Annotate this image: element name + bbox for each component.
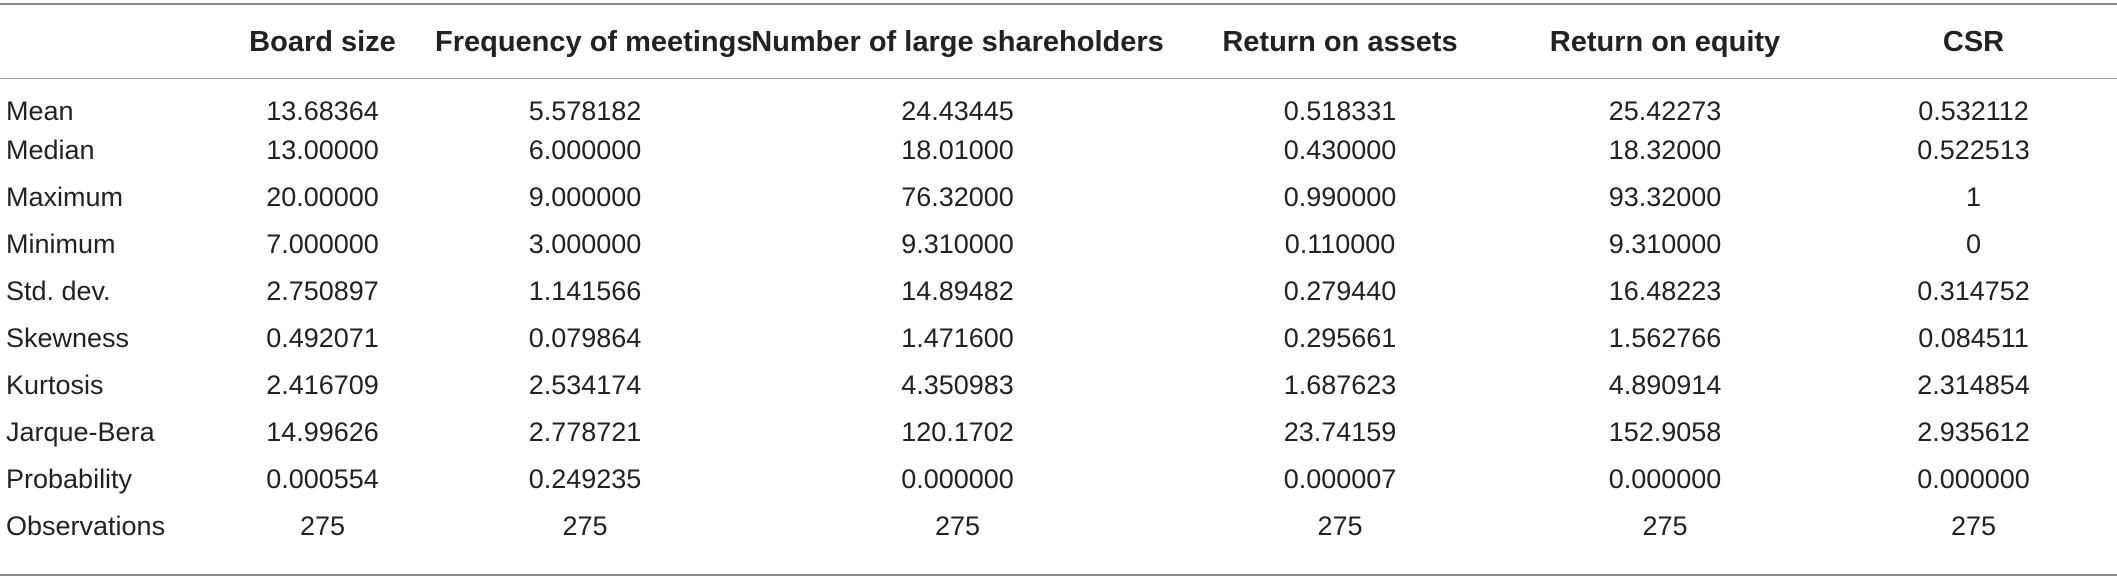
descriptive-statistics-table: Board size Frequency of meetings Number … [0,0,2117,550]
table-cell: 1.562766 [1608,323,1722,353]
table-cell: 20.00000 [266,182,379,212]
table-cell: 93.32000 [1608,182,1722,212]
table-cell: 3.000000 [528,229,642,259]
header-cell-corner [0,0,210,76]
table-row: Std. dev. 2.750897 1.141566 14.89482 0.2… [0,268,2117,315]
table-cell: 0.532112 [1918,96,2029,126]
row-label: Maximum [6,182,124,212]
table-cell: 13.68364 [266,96,379,126]
table-cell: 1.687623 [1283,370,1397,400]
row-label: Probability [6,464,133,494]
table-cell: 76.32000 [901,182,1014,212]
table-top-rule [0,3,2117,5]
table-cell: 120.1702 [901,417,1014,447]
table-body: Mean 13.68364 5.578182 24.43445 0.518331… [0,76,2117,550]
table-cell: 275 [1317,511,1363,541]
table-cell: 275 [1950,511,1997,541]
table-cell: 0.249235 [528,464,642,494]
table-cell: 2.314854 [1917,370,2030,400]
table-cell: 2.534174 [528,370,642,400]
header-cell-board-size: Board size [249,25,396,58]
table-cell: 1 [1965,182,1982,212]
table-cell: 14.99626 [266,417,379,447]
header-cell-csr: CSR [1942,25,2005,58]
table-row: Kurtosis 2.416709 2.534174 4.350983 1.68… [0,362,2117,409]
table-cell: 152.9058 [1608,417,1722,447]
table-cell: 9.000000 [528,182,642,212]
table-cell: 275 [934,511,981,541]
table-header-rule [0,78,2117,79]
table-cell: 0.000000 [901,464,1014,494]
row-label: Jarque-Bera [6,417,155,447]
header-cell-frequency-of-meetings: Frequency of meetings [435,25,753,58]
row-label: Median [6,135,95,165]
table-cell: 2.935612 [1917,417,2030,447]
header-cell-return-on-equity: Return on equity [1549,25,1781,58]
row-label: Observations [6,511,166,541]
row-label: Kurtosis [6,370,104,400]
row-label: Minimum [6,229,116,259]
table-cell: 23.74159 [1283,417,1397,447]
table-cell: 0.522513 [1917,135,2030,165]
table-row: Jarque-Bera 14.99626 2.778721 120.1702 2… [0,409,2117,456]
row-label: Skewness [6,323,130,353]
table-cell: 18.01000 [901,135,1014,165]
table-cell: 14.89482 [901,276,1014,306]
table-cell: 275 [562,511,608,541]
table-row: Minimum 7.000000 3.000000 9.310000 0.110… [0,221,2117,268]
table-cell: 4.350983 [901,370,1014,400]
table-header: Board size Frequency of meetings Number … [0,0,2117,76]
table-cell: 9.310000 [901,229,1014,259]
table-row: Observations 275 275 275 275 275 275 [0,503,2117,550]
table-cell: 0.990000 [1283,182,1397,212]
table-cell: 0.000007 [1283,464,1397,494]
table-row: Median 13.00000 6.000000 18.01000 0.4300… [0,127,2117,174]
table-cell: 9.310000 [1608,229,1722,259]
table-cell: 0.279440 [1283,276,1397,306]
header-cell-return-on-assets: Return on assets [1222,25,1458,58]
table-cell: 0.430000 [1283,135,1397,165]
header-row: Board size Frequency of meetings Number … [0,0,2117,76]
table-cell: 0.000000 [1608,464,1722,494]
row-label: Mean [6,96,74,126]
table-cell: 16.48223 [1608,276,1722,306]
table-cell: 0.079864 [528,323,642,353]
table-cell: 0.000554 [266,464,379,494]
table-row: Mean 13.68364 5.578182 24.43445 0.518331… [0,76,2117,127]
table-bottom-rule [0,574,2117,576]
table-cell: 24.43445 [901,96,1014,126]
table-cell: 0 [1965,229,1982,259]
table-cell: 5.578182 [528,96,642,126]
table-cell: 0.084511 [1918,323,2029,353]
table-cell: 275 [299,511,346,541]
table-cell: 1.141566 [528,276,642,306]
table-row: Probability 0.000554 0.249235 0.000000 0… [0,456,2117,503]
table-row: Skewness 0.492071 0.079864 1.471600 0.29… [0,315,2117,362]
table-cell: 25.42273 [1608,96,1722,126]
table-cell: 2.778721 [528,417,642,447]
row-label: Std. dev. [6,276,111,306]
table-cell: 0.314752 [1917,276,2030,306]
table-row: Maximum 20.00000 9.000000 76.32000 0.990… [0,174,2117,221]
header-cell-number-of-large-shareholders: Number of large shareholders [751,25,1164,58]
table-cell: 7.000000 [266,229,379,259]
table-cell: 275 [1642,511,1688,541]
table-cell: 1.471600 [901,323,1014,353]
table-cell: 0.295661 [1283,323,1397,353]
table-cell: 0.110000 [1284,229,1396,259]
table-cell: 2.416709 [266,370,379,400]
table-cell: 13.00000 [266,135,379,165]
table-cell: 0.518331 [1283,96,1397,126]
table-cell: 0.492071 [266,323,379,353]
table-cell: 6.000000 [528,135,642,165]
table-cell: 0.000000 [1917,464,2030,494]
table-cell: 2.750897 [266,276,379,306]
table-cell: 4.890914 [1608,370,1722,400]
table-cell: 18.32000 [1608,135,1722,165]
